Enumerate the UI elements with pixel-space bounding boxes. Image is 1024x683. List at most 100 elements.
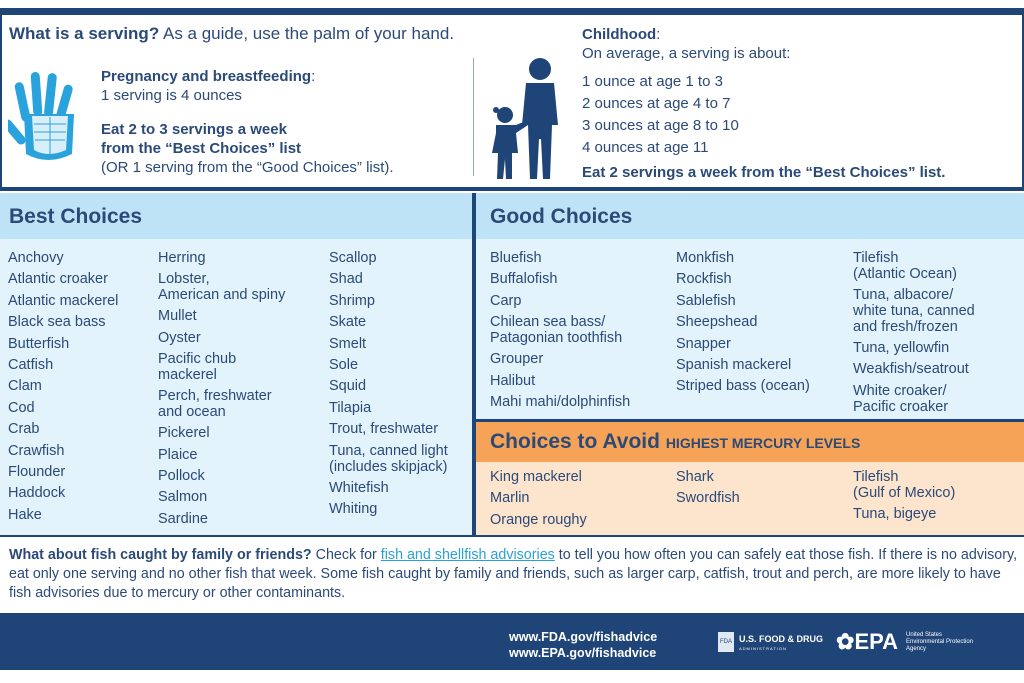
fish-item: Shark (676, 469, 714, 485)
section-divider (0, 187, 1024, 191)
fish-item: Squid (329, 378, 367, 395)
fish-item: Sablefish (676, 292, 736, 309)
fish-item: King mackerel (490, 469, 582, 485)
best-column: Herring Lobster, American and spiny Mullet… (158, 248, 285, 530)
fish-item: Hake (8, 506, 42, 523)
best-column: Anchovy Atlantic croaker Atlantic mackerel… (8, 248, 118, 526)
fish-item: Spanish mackerel (676, 357, 792, 374)
good-choices-title: Good Choices (476, 193, 1024, 239)
fish-item: Skate (329, 314, 367, 331)
fish-item: Clam (8, 378, 42, 395)
children-icon (492, 58, 558, 179)
best-choices-title: Best Choices (0, 193, 472, 239)
serving-section (0, 15, 1024, 189)
fish-item: Mullet (158, 308, 197, 325)
fish-item: Monkfish (676, 250, 735, 266)
epa-url[interactable]: www.EPA.gov/fishadvice (509, 646, 657, 660)
eat-line-2: from the “Best Choices” list (101, 140, 302, 157)
serving-question: What is a serving? As a guide, use the p… (9, 24, 455, 43)
fish-item: Striped bass (ocean) (676, 378, 810, 395)
age-item: 4 ounces at age 11 (582, 139, 709, 156)
fish-item: Swordfish (676, 490, 740, 507)
fish-item: Buffalofish (490, 271, 558, 288)
fish-item: Haddock (8, 485, 66, 502)
panel-divider (472, 193, 476, 536)
good-column: Monkfish Rockfish Sablefish Sheepshead Snapp… (676, 248, 810, 398)
age-item: 3 ounces at age 8 to 10 (582, 117, 739, 134)
fish-item: Plaice (158, 446, 198, 463)
fda-logo-sub: ADMINISTRATION (739, 646, 787, 651)
avoid-column: Tilefish (Gulf of Mexico) Tuna, bigeye (853, 467, 955, 525)
age-item: 1 ounce at age 1 to 3 (582, 73, 723, 90)
good-column: Tilefish (Atlantic Ocean) Tuna, albacore/… (853, 248, 975, 418)
fda-logo-mark: FDA (718, 632, 734, 652)
fish-item: Snapper (676, 335, 731, 352)
fda-url[interactable]: www.FDA.gov/fishadvice (509, 630, 658, 644)
hand-icon (8, 72, 74, 160)
fish-item: Pacific chub mackerel (158, 351, 237, 384)
fish-item: Atlantic mackerel (8, 292, 119, 309)
fish-item: Grouper (490, 351, 544, 368)
eat-line-1: Eat 2 to 3 servings a week (101, 121, 287, 138)
fish-item: Scallop (329, 250, 377, 266)
fish-item: Trout, freshwater (329, 421, 439, 438)
fish-item: Flounder (8, 464, 66, 481)
childhood-intro: On average, a serving is about: (582, 45, 791, 62)
fish-item: Cod (8, 399, 35, 416)
fish-item: Tuna, albacore/ white tuna, canned and f… (853, 287, 975, 335)
fish-item: Rockfish (676, 271, 732, 288)
family-fish-note: What about fish caught by family or frie… (9, 547, 1018, 601)
good-choices-panel: Good Choices Bluefish Buffalofish Carp Chil… (476, 193, 1024, 420)
section-divider (0, 535, 1024, 537)
fish-item: Tuna, canned light (includes skipjack) (329, 442, 448, 475)
childhood-ages: 1 ounce at age 1 to 3 2 ounces at age 4 … (582, 71, 739, 159)
panel-divider (476, 419, 1024, 422)
fish-item: Chilean sea bass/ Patagonian toothfish (490, 314, 623, 347)
fish-item: Atlantic croaker (8, 271, 108, 288)
fish-item: Whitefish (329, 479, 389, 496)
fish-item: Tuna, bigeye (853, 506, 937, 522)
fish-item: Crawfish (8, 442, 65, 459)
best-choices-panel: Best Choices Anchovy Atlantic croaker Atla… (0, 193, 472, 536)
fish-item: Tilefish (Atlantic Ocean) (853, 250, 957, 282)
avoid-column: King mackerel Marlin Orange roughy (490, 467, 587, 531)
fish-item: Black sea bass (8, 314, 106, 331)
pregnancy-serving: 1 serving is 4 ounces (101, 87, 242, 104)
advisories-link[interactable]: fish and shellfish advisories (380, 547, 555, 563)
fda-logo: U.S. FOOD & DRUG (739, 634, 824, 644)
fish-item: Smelt (329, 335, 367, 352)
good-column: Bluefish Buffalofish Carp Chilean sea bass/… (490, 248, 630, 413)
fish-item: Oyster (158, 329, 201, 346)
avoid-column: Shark Swordfish (676, 467, 740, 510)
pregnancy-title: Pregnancy and breastfeeding: (101, 68, 316, 85)
fish-item: Salmon (158, 489, 208, 506)
fish-item: Tilefish (Gulf of Mexico) (853, 469, 956, 501)
fish-item: Anchovy (8, 250, 64, 266)
divider (473, 58, 474, 176)
childhood-title: Childhood: (582, 26, 661, 43)
fish-item: Crab (8, 421, 40, 438)
childhood-eat: Eat 2 servings a week from the “Best Cho… (582, 164, 946, 181)
epa-logo: ✿EPA (836, 629, 899, 654)
avoid-panel: Choices to Avoid HIGHEST MERCURY LEVELS … (476, 422, 1024, 536)
fish-item: Shad (329, 271, 363, 288)
fish-item: Whiting (329, 501, 378, 518)
fish-item: Halibut (490, 372, 536, 389)
age-item: 2 ounces at age 4 to 7 (582, 95, 731, 112)
fish-item: Herring (158, 250, 206, 266)
fish-item: Orange roughy (490, 511, 587, 528)
fish-item: Mahi mahi/dolphinfish (490, 394, 631, 411)
fish-item: Lobster, American and spiny (158, 271, 286, 304)
eat-line-3: (OR 1 serving from the “Good Choices” li… (101, 159, 394, 176)
fish-item: Shrimp (329, 292, 375, 309)
fish-item: Weakfish/seatrout (853, 361, 969, 378)
best-column: Scallop Shad Shrimp Skate Smelt Sole Squid Tila… (329, 248, 448, 520)
fish-item: Perch, freshwater and ocean (158, 388, 272, 421)
fish-item: White croaker/ Pacific croaker (853, 382, 949, 415)
fish-item: Sheepshead (676, 314, 758, 331)
top-border (0, 8, 1024, 15)
fish-item: Tuna, yellowfin (853, 340, 950, 356)
footer: www.FDA.gov/fishadvice www.EPA.gov/fisha… (0, 613, 1024, 670)
fish-item: Sole (329, 357, 359, 374)
avoid-title: Choices to Avoid HIGHEST MERCURY LEVELS (476, 422, 1024, 462)
